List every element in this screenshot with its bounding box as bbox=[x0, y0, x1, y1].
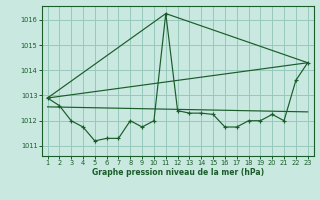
X-axis label: Graphe pression niveau de la mer (hPa): Graphe pression niveau de la mer (hPa) bbox=[92, 168, 264, 177]
